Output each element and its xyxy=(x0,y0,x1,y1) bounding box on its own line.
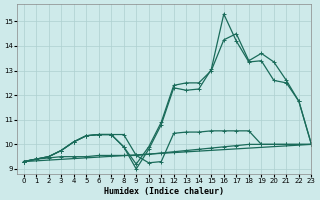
X-axis label: Humidex (Indice chaleur): Humidex (Indice chaleur) xyxy=(104,187,224,196)
